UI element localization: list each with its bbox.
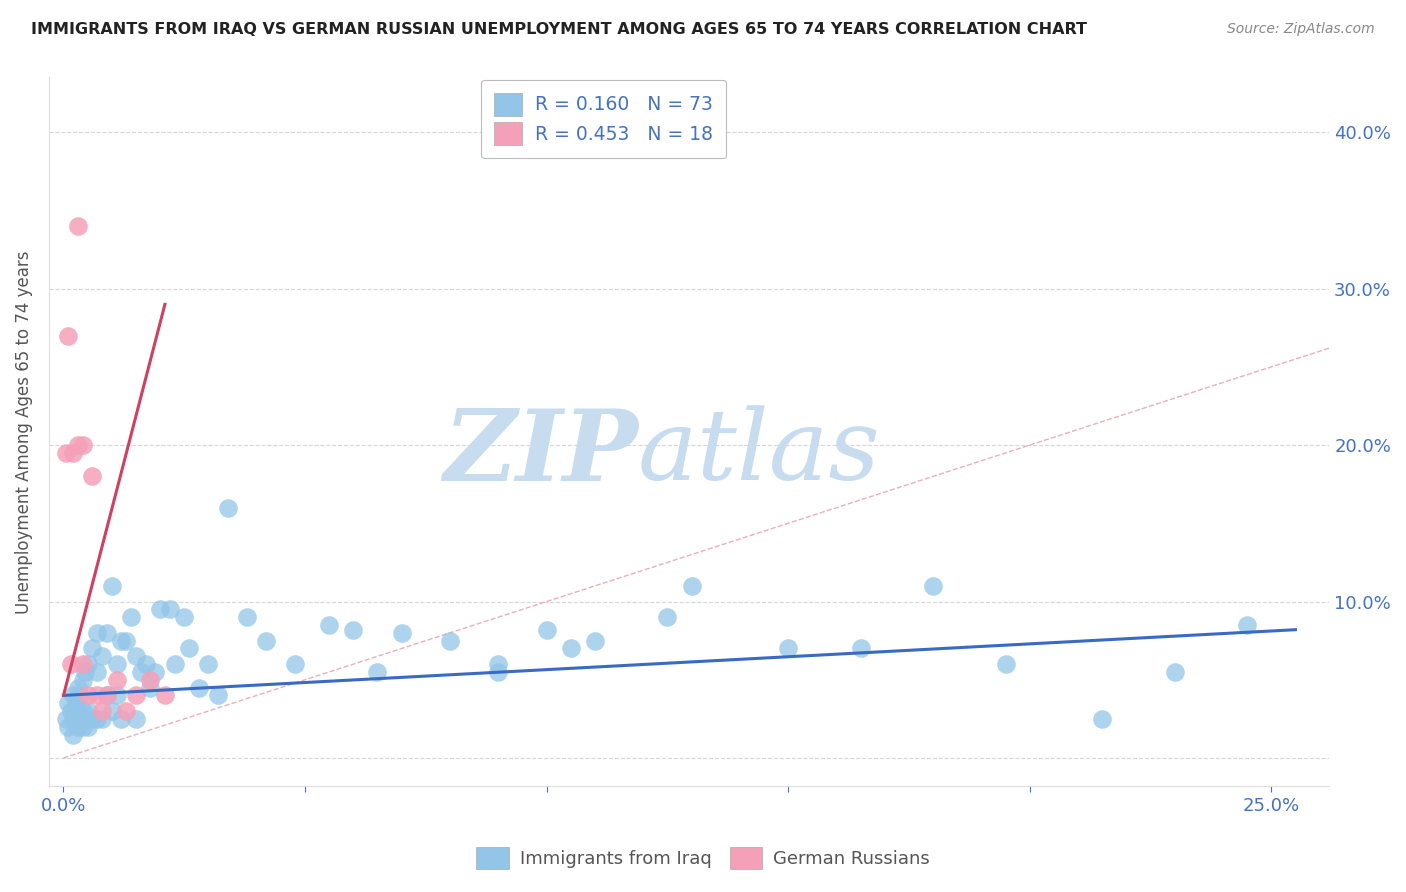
Point: [96, 689, 118, 703]
Point: [1236, 618, 1258, 632]
Point: [82, 712, 104, 726]
Point: [55, 446, 77, 460]
Point: [105, 689, 128, 703]
Point: [82, 469, 104, 483]
Point: [318, 618, 340, 632]
Point: [72, 704, 94, 718]
Point: [105, 673, 128, 687]
Point: [681, 579, 703, 593]
Point: [560, 641, 582, 656]
Point: [59, 657, 82, 672]
Point: [91, 712, 114, 726]
Point: [187, 681, 209, 695]
Point: [163, 657, 186, 672]
Point: [207, 689, 229, 703]
Point: [115, 633, 138, 648]
Point: [135, 657, 157, 672]
Point: [366, 665, 388, 679]
Point: [62, 689, 84, 703]
Point: [583, 633, 606, 648]
Point: [486, 665, 509, 679]
Point: [65, 696, 87, 710]
Point: [125, 649, 148, 664]
Text: Source: ZipAtlas.com: Source: ZipAtlas.com: [1227, 22, 1375, 37]
Point: [139, 673, 162, 687]
Point: [86, 712, 108, 726]
Point: [76, 689, 98, 703]
Point: [110, 633, 132, 648]
Point: [58, 720, 80, 734]
Point: [66, 704, 89, 718]
Point: [101, 704, 124, 718]
Point: [86, 625, 108, 640]
Legend: Immigrants from Iraq, German Russians: Immigrants from Iraq, German Russians: [470, 839, 936, 876]
Point: [69, 689, 91, 703]
Point: [120, 610, 142, 624]
Point: [91, 649, 114, 664]
Point: [58, 696, 80, 710]
Point: [153, 689, 176, 703]
Point: [101, 579, 124, 593]
Point: [173, 610, 195, 624]
Point: [342, 623, 364, 637]
Point: [197, 657, 219, 672]
Point: [55, 712, 77, 726]
Point: [486, 657, 509, 672]
Point: [284, 657, 307, 672]
Point: [66, 219, 89, 233]
Point: [66, 681, 89, 695]
Point: [125, 689, 148, 703]
Point: [76, 720, 98, 734]
Point: [217, 500, 239, 515]
Point: [177, 641, 200, 656]
Point: [236, 610, 259, 624]
Point: [59, 704, 82, 718]
Point: [994, 657, 1017, 672]
Point: [96, 689, 118, 703]
Point: [778, 641, 800, 656]
Point: [115, 704, 138, 718]
Point: [62, 446, 84, 460]
Point: [86, 665, 108, 679]
Point: [125, 712, 148, 726]
Point: [62, 712, 84, 726]
Point: [1163, 665, 1185, 679]
Point: [1091, 712, 1114, 726]
Point: [91, 704, 114, 718]
Point: [391, 625, 413, 640]
Point: [149, 602, 172, 616]
Point: [105, 657, 128, 672]
Point: [849, 641, 872, 656]
Point: [86, 689, 108, 703]
Point: [76, 657, 98, 672]
Point: [922, 579, 945, 593]
Point: [72, 673, 94, 687]
Point: [75, 665, 97, 679]
Point: [254, 633, 277, 648]
Text: IMMIGRANTS FROM IRAQ VS GERMAN RUSSIAN UNEMPLOYMENT AMONG AGES 65 TO 74 YEARS CO: IMMIGRANTS FROM IRAQ VS GERMAN RUSSIAN U…: [31, 22, 1087, 37]
Point: [82, 641, 104, 656]
Point: [66, 720, 89, 734]
Text: ZIP: ZIP: [443, 405, 638, 501]
Legend: R = 0.160   N = 73, R = 0.453   N = 18: R = 0.160 N = 73, R = 0.453 N = 18: [481, 79, 727, 158]
Point: [657, 610, 679, 624]
Point: [58, 328, 80, 343]
Point: [72, 657, 94, 672]
Point: [76, 704, 98, 718]
Point: [96, 625, 118, 640]
Point: [72, 720, 94, 734]
Point: [62, 727, 84, 741]
Point: [139, 681, 162, 695]
Y-axis label: Unemployment Among Ages 65 to 74 years: Unemployment Among Ages 65 to 74 years: [15, 250, 32, 614]
Point: [110, 712, 132, 726]
Point: [143, 665, 166, 679]
Point: [66, 438, 89, 452]
Point: [72, 438, 94, 452]
Point: [536, 623, 558, 637]
Point: [439, 633, 461, 648]
Point: [129, 665, 152, 679]
Point: [159, 602, 181, 616]
Text: atlas: atlas: [638, 405, 880, 500]
